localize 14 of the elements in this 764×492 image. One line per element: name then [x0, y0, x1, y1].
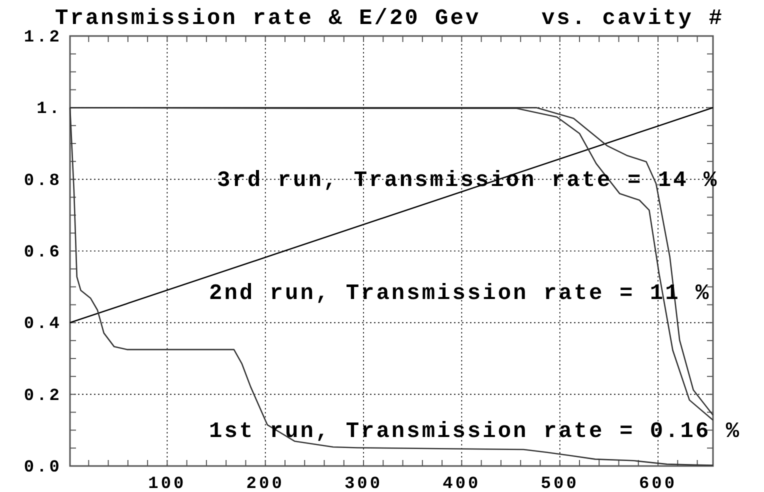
y-tick-label: 0.8: [24, 172, 62, 191]
y-tick-label: 0.6: [24, 243, 62, 262]
y-tick-label: 1.2: [24, 28, 62, 48]
x-tick-label: 400: [442, 475, 481, 492]
x-tick-label: 500: [540, 475, 579, 492]
x-tick-label: 200: [246, 475, 284, 492]
y-tick-label: 1.: [36, 100, 62, 120]
y-tick-label: 0.0: [24, 458, 62, 478]
x-tick-label: 100: [148, 475, 186, 492]
x-tick-label: 300: [344, 475, 383, 492]
chart-title: Transmission rate & E/20 Gev vs. cavity #: [55, 6, 724, 31]
y-tick-label: 0.2: [24, 386, 62, 406]
x-tick-label: 600: [638, 475, 678, 492]
y-tick-label: 0.4: [24, 315, 62, 334]
